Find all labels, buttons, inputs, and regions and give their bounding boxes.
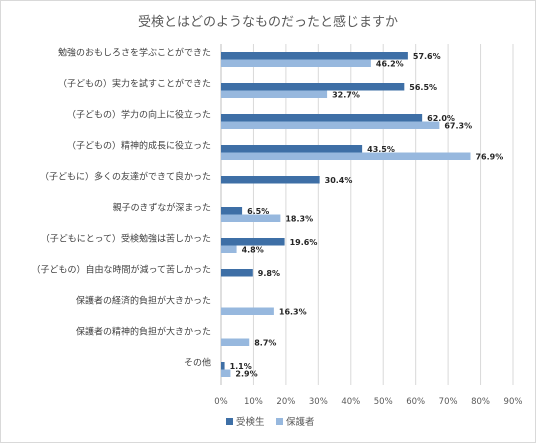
bar-student (221, 114, 423, 122)
category-labels: 勉強のおもしろさを学ぶことができた （子どもの）実力を試すことができた （子どもの）… (31, 47, 211, 369)
bar-student (221, 52, 408, 60)
legend-swatch (276, 418, 283, 425)
data-label: 4.8% (242, 246, 264, 255)
bar-guardian (221, 121, 440, 129)
bar-guardian (221, 307, 274, 315)
chart-title: 受検とはどのようなものだったと感じますか (138, 14, 398, 30)
category-label: （子どもの）精神的成長に役立った (67, 140, 211, 152)
legend: 受検生 保護者 (226, 416, 315, 428)
bars (221, 52, 471, 377)
bar-guardian (221, 338, 250, 346)
data-label: 18.3% (285, 215, 313, 224)
category-label: （子どもの）学力の向上に役立った (67, 109, 211, 121)
data-label: 43.5% (367, 145, 395, 154)
legend-label: 保護者 (286, 416, 315, 428)
data-label: 19.6% (290, 238, 318, 247)
data-label: 56.5% (409, 83, 437, 92)
bar-guardian (221, 59, 371, 67)
data-label: 8.7% (254, 339, 276, 348)
bar-guardian (221, 369, 231, 377)
x-tick-label: 80% (471, 397, 490, 407)
data-label: 1.1% (230, 362, 252, 371)
bar-student (221, 207, 243, 215)
data-label: 46.2% (376, 60, 404, 69)
x-axis-ticks: 0% 10% 20% 30% 40% 50% 60% 70% 80% 90% (214, 397, 522, 407)
x-tick-label: 30% (309, 397, 328, 407)
bar-student (221, 238, 285, 246)
category-label: （子どもにとって）受検勉強は苦しかった (41, 233, 211, 245)
bar-guardian (221, 152, 471, 160)
legend-label: 受検生 (236, 416, 265, 428)
bar-student (221, 176, 320, 184)
bar-student (221, 83, 405, 91)
data-label: 30.4% (325, 176, 353, 185)
category-label: 保護者の経済的負担が大きかった (76, 295, 211, 307)
data-label: 67.3% (444, 122, 472, 131)
data-label: 16.3% (279, 308, 307, 317)
x-tick-label: 0% (214, 397, 228, 407)
x-tick-label: 90% (504, 397, 523, 407)
data-label: 62.0% (427, 114, 455, 123)
x-tick-label: 50% (374, 397, 393, 407)
data-label: 2.9% (235, 370, 257, 379)
data-labels: 57.6% 46.2% 56.5% 32.7% 62.0%67.3% 43.5% 76.9%… (230, 52, 504, 379)
bar-guardian (221, 214, 281, 222)
bar-student (221, 145, 363, 153)
category-label: （子どもの）実力を試すことができた (58, 78, 211, 90)
legend-swatch (226, 418, 233, 425)
category-label: 保護者の精神的負担が大きかった (76, 326, 211, 338)
gridlines (220, 44, 514, 385)
x-tick-label: 10% (244, 397, 263, 407)
bar-guardian (221, 245, 237, 253)
x-tick-label: 70% (439, 397, 458, 407)
data-label: 32.7% (332, 91, 360, 100)
data-label: 76.9% (475, 153, 503, 162)
data-label: 57.6% (413, 52, 441, 61)
x-tick-label: 40% (341, 397, 360, 407)
data-label: 6.5% (247, 207, 269, 216)
category-label: その他 (184, 357, 211, 369)
x-tick-label: 20% (276, 397, 295, 407)
data-label: 9.8% (258, 269, 280, 278)
category-label: （子どもの）自由な時間が減って苦しかった (31, 264, 211, 276)
bar-guardian (221, 90, 328, 98)
category-label: 親子のきずなが深まった (113, 202, 211, 214)
bar-student (221, 269, 253, 277)
category-label: （子どもに）多くの友達ができて良かった (40, 171, 211, 183)
bar-student (221, 362, 225, 370)
category-label: 勉強のおもしろさを学ぶことができた (58, 47, 211, 59)
x-tick-label: 60% (406, 397, 425, 407)
